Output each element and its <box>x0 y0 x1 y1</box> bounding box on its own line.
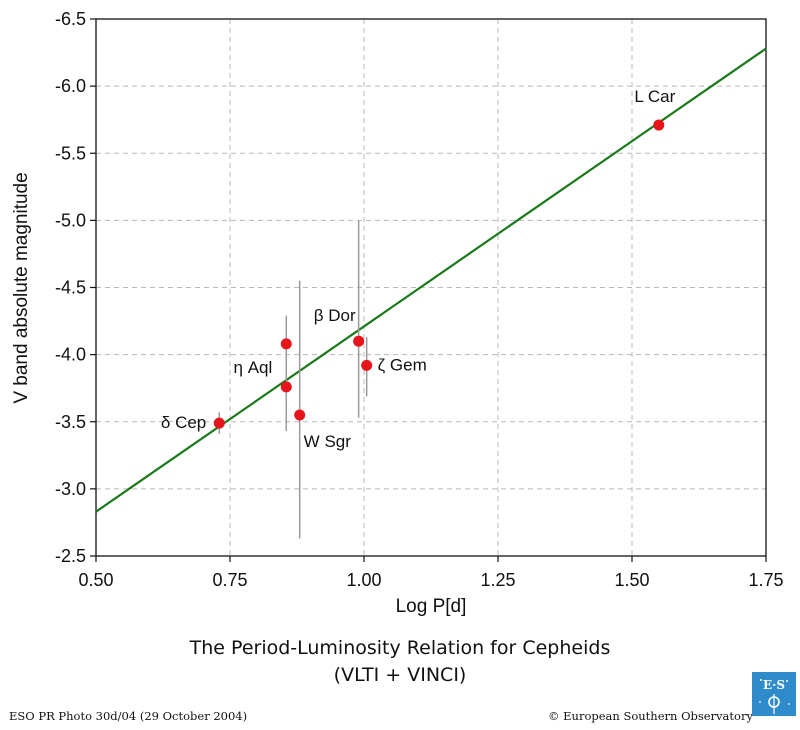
data-point <box>353 335 365 347</box>
grid <box>96 19 766 556</box>
y-tick-label: -3.5 <box>55 412 86 432</box>
data-point <box>361 359 373 371</box>
y-tick-label: -3.0 <box>55 479 86 499</box>
caption-line-1: The Period-Luminosity Relation for Cephe… <box>189 637 611 659</box>
y-tick-label: -2.5 <box>55 546 86 566</box>
caption-line-2: (VLTI + VINCI) <box>333 664 467 686</box>
data-point <box>294 409 306 421</box>
x-tick-label: 0.75 <box>212 570 247 590</box>
data-points <box>213 119 665 429</box>
footer-right: © European Southern Observatory <box>548 709 753 723</box>
x-tick-label: 1.75 <box>748 570 783 590</box>
y-tick-label: -4.5 <box>55 278 86 298</box>
footer-left: ESO PR Photo 30d/04 (29 October 2004) <box>9 709 248 723</box>
x-tick-label: 1.50 <box>614 570 649 590</box>
y-tick-label: -5.0 <box>55 210 86 230</box>
axis-ticks: 0.50 0.75 1.00 1.25 1.50 1.75 -6.5 -6.0 -5.5 -5.0… <box>55 9 784 590</box>
fit-line-segment <box>95 47 767 513</box>
eso-logo-icon: E·S <box>759 678 790 714</box>
point-labels: δ Cep η Aql W Sgr β Dor ζ Gem L Car <box>161 87 676 451</box>
y-tick-label: -4.0 <box>55 345 86 365</box>
data-point <box>653 119 665 131</box>
eso-logo: E·S <box>752 672 796 716</box>
data-point <box>213 417 225 429</box>
period-luminosity-chart: 0.50 0.75 1.00 1.25 1.50 1.75 -6.5 -6.0 -5.5 -5.0… <box>11 9 784 617</box>
y-tick-label: -6.0 <box>55 76 86 96</box>
data-point <box>280 338 292 350</box>
x-tick-label: 1.00 <box>346 570 381 590</box>
fit-line <box>95 47 767 513</box>
point-label: ζ Gem <box>378 355 427 374</box>
x-tick-label: 1.25 <box>480 570 515 590</box>
error-bars <box>218 220 368 539</box>
point-label: δ Cep <box>161 413 206 432</box>
data-point <box>280 381 292 393</box>
x-axis-label: Log P[d] <box>396 596 467 617</box>
point-label: η Aql <box>234 358 273 377</box>
point-label: β Dor <box>314 306 356 325</box>
x-tick-label: 0.50 <box>78 570 113 590</box>
eso-logo-es: E·S <box>763 678 785 692</box>
point-label: L Car <box>634 87 675 106</box>
y-axis-label: V band absolute magnitude <box>11 172 32 403</box>
y-tick-label: -6.5 <box>55 9 86 29</box>
point-label: W Sgr <box>304 432 352 451</box>
y-tick-label: -5.5 <box>55 143 86 163</box>
